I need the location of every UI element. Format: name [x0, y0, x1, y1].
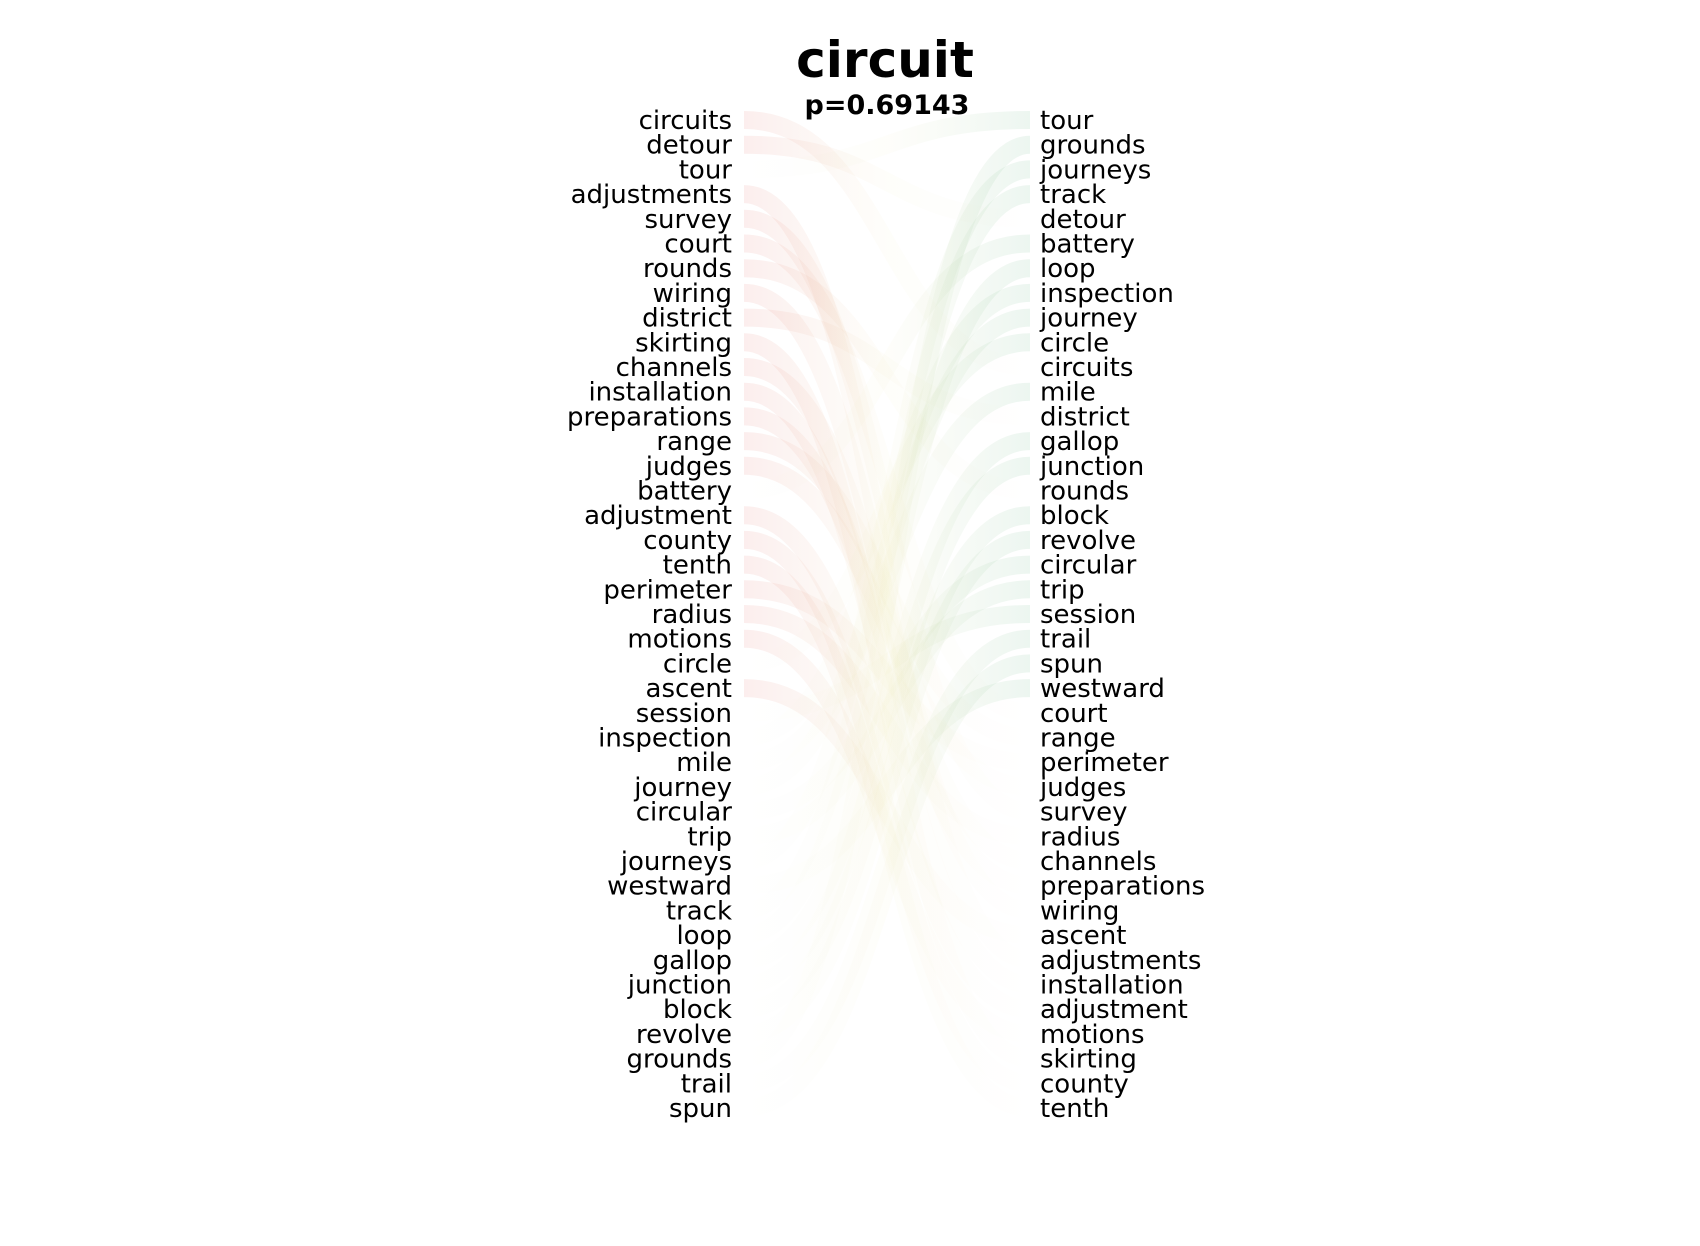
rank-ribbon	[743, 654, 1031, 1117]
right-word: skirting	[1040, 1045, 1137, 1075]
chart-subtitle: p=0.69143	[805, 90, 970, 121]
left-word: tenth	[663, 551, 732, 581]
left-word: circle	[663, 649, 732, 679]
right-word: adjustment	[1040, 995, 1188, 1025]
right-word: motions	[1040, 1020, 1145, 1050]
right-word: circular	[1040, 551, 1137, 581]
right-word: wiring	[1040, 896, 1119, 926]
chart-title: circuit	[796, 31, 974, 89]
right-word: preparations	[1040, 872, 1205, 902]
right-word: district	[1040, 402, 1130, 432]
right-word: junction	[1039, 452, 1144, 482]
right-word: session	[1040, 600, 1136, 630]
right-word: installation	[1040, 971, 1184, 1001]
left-word: junction	[627, 971, 732, 1001]
left-word: journeys	[620, 847, 732, 877]
left-word: radius	[652, 600, 732, 630]
right-word: block	[1040, 501, 1109, 531]
left-word: judges	[645, 452, 732, 482]
right-word: revolve	[1040, 526, 1136, 556]
left-word: motions	[627, 625, 732, 655]
right-word: gallop	[1040, 427, 1119, 457]
right-word: journeys	[1039, 155, 1151, 185]
right-word: range	[1040, 724, 1116, 754]
left-word: court	[664, 230, 732, 260]
ribbon-layer	[742, 111, 1032, 1117]
right-word: grounds	[1040, 131, 1146, 161]
left-word: tour	[679, 155, 733, 185]
left-word: skirting	[635, 328, 732, 358]
right-word: survey	[1040, 798, 1127, 828]
right-word: tour	[1040, 106, 1094, 136]
right-word: trip	[1040, 575, 1085, 605]
left-word: adjustment	[584, 501, 732, 531]
right-word: perimeter	[1040, 748, 1169, 778]
left-word: survey	[645, 205, 732, 235]
right-word: mile	[1040, 378, 1096, 408]
left-word: wiring	[653, 279, 732, 309]
left-word: gallop	[653, 946, 732, 976]
right-word: judges	[1039, 773, 1126, 803]
left-word: block	[663, 995, 732, 1025]
left-word: spun	[669, 1094, 732, 1124]
rank-ribbon	[742, 135, 1032, 1068]
left-word: session	[636, 699, 732, 729]
right-word: circle	[1040, 328, 1109, 358]
right-word: channels	[1040, 847, 1156, 877]
right-word: ascent	[1040, 921, 1126, 951]
rank-ribbon	[743, 456, 1031, 994]
left-word: trail	[681, 1069, 732, 1099]
rank-ribbon	[743, 111, 1031, 179]
left-word: range	[656, 427, 732, 457]
left-word: westward	[607, 872, 732, 902]
left-word: district	[642, 304, 732, 334]
right-word: journey	[1039, 304, 1138, 334]
left-word: loop	[676, 921, 732, 951]
right-word: adjustments	[1040, 946, 1201, 976]
right-word: track	[1040, 180, 1106, 210]
left-word: trip	[687, 822, 732, 852]
right-word: rounds	[1040, 477, 1129, 507]
left-word: perimeter	[603, 575, 732, 605]
right-word: court	[1040, 699, 1108, 729]
right-word: tenth	[1040, 1094, 1109, 1124]
right-word: radius	[1040, 822, 1120, 852]
left-word: circular	[636, 798, 733, 828]
left-word: track	[666, 896, 732, 926]
left-word: grounds	[626, 1045, 732, 1075]
left-word: channels	[616, 353, 732, 383]
right-word: detour	[1040, 205, 1126, 235]
left-word: preparations	[567, 402, 732, 432]
left-word: ascent	[646, 674, 732, 704]
left-word: inspection	[598, 724, 732, 754]
right-word: circuits	[1040, 353, 1133, 383]
left-word: rounds	[643, 254, 732, 284]
right-word-list: tourgroundsjourneystrackdetourbatteryloo…	[1039, 106, 1205, 1124]
right-word: trail	[1040, 625, 1091, 655]
rank-ribbon	[743, 234, 1031, 500]
left-word: battery	[637, 477, 732, 507]
right-word: loop	[1040, 254, 1096, 284]
right-word: county	[1040, 1069, 1129, 1099]
left-word: mile	[676, 748, 732, 778]
right-word: inspection	[1040, 279, 1174, 309]
left-word: installation	[588, 378, 732, 408]
left-word-list: circuitsdetourtouradjustmentssurveycourt…	[567, 106, 732, 1124]
left-word: detour	[646, 131, 732, 161]
left-word: journey	[633, 773, 732, 803]
right-word: spun	[1040, 649, 1103, 679]
left-word: adjustments	[571, 180, 732, 210]
left-word: circuits	[639, 106, 732, 136]
right-word: westward	[1040, 674, 1165, 704]
right-word: battery	[1040, 230, 1135, 260]
left-word: county	[643, 526, 732, 556]
left-word: revolve	[636, 1020, 732, 1050]
